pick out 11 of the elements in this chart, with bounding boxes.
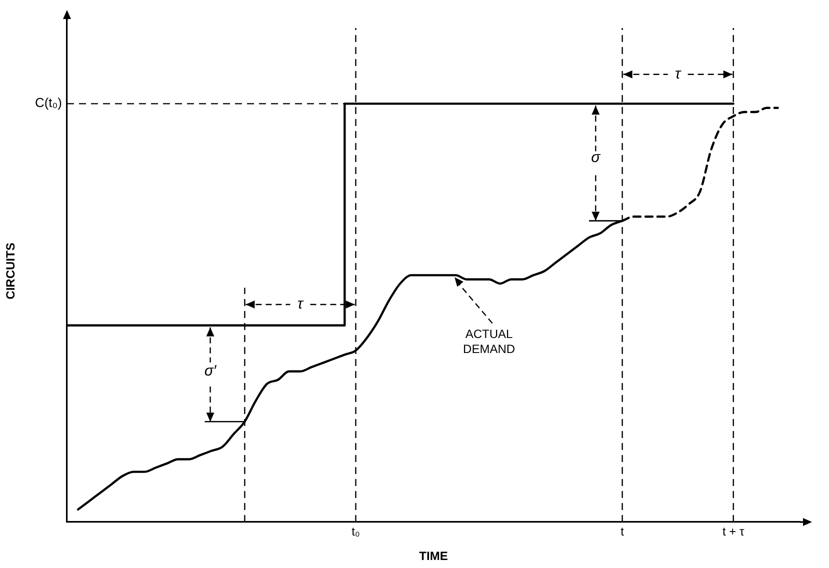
ref-line-label: C(t₀) [34, 95, 62, 110]
annotation: τ [297, 296, 304, 313]
x-tick-label: t₀ [352, 524, 360, 539]
annotation: σ′ [204, 362, 218, 380]
annotation: σ [591, 149, 602, 166]
annotation: ACTUAL DEMAND [463, 326, 516, 356]
text: τ [675, 66, 682, 83]
x-tick-label: t [620, 524, 625, 539]
x-tick-label: t + τ [722, 524, 744, 539]
y-axis-title: CIRCUITS [4, 242, 18, 300]
x-axis-title: TIME [419, 549, 448, 564]
